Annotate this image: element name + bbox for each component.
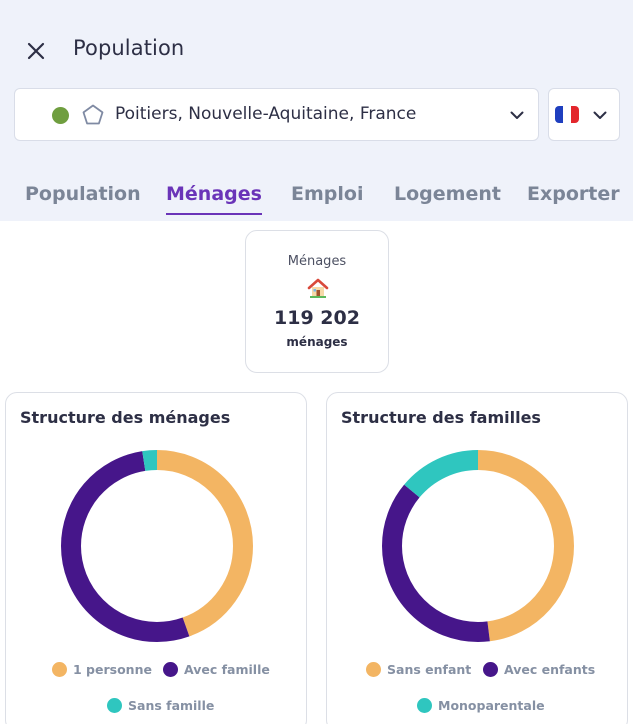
chevron-down-icon	[510, 111, 524, 119]
household-structure-card: Structure des ménages 1 personne Avec fa…	[5, 392, 307, 724]
legend-item-sans-enfant[interactable]: Sans enfant	[366, 662, 471, 677]
legend-label: Sans famille	[128, 698, 215, 713]
slice-sans-famille[interactable]	[61, 450, 253, 642]
location-text: Poitiers, Nouvelle-Aquitaine, France	[115, 104, 417, 124]
kpi-unit: ménages	[286, 335, 348, 349]
polygon-icon	[82, 104, 104, 125]
legend-item-avec-enfants[interactable]: Avec enfants	[483, 662, 595, 677]
legend-dot	[366, 662, 381, 677]
close-button[interactable]	[22, 37, 50, 65]
status-dot	[52, 107, 69, 124]
legend-dot	[52, 662, 67, 677]
legend-item-monoparentale[interactable]: Monoparentale	[417, 698, 545, 713]
close-icon	[27, 42, 45, 60]
tab-emploi[interactable]: Emploi	[291, 183, 364, 205]
legend-item-sans-famille[interactable]: Sans famille	[107, 698, 214, 713]
household-donut-chart	[61, 450, 253, 642]
language-select[interactable]	[548, 88, 620, 141]
slice-avec-enfants[interactable]	[382, 450, 574, 642]
chart-title: Structure des ménages	[20, 408, 231, 427]
page-title: Population	[73, 36, 185, 60]
house-icon	[307, 278, 329, 298]
legend-label: Avec enfants	[504, 662, 596, 677]
tab-menages[interactable]: Ménages	[166, 183, 262, 215]
tab-population[interactable]: Population	[25, 183, 141, 205]
chevron-down-icon	[593, 111, 607, 119]
slice-monoparentale[interactable]	[382, 450, 574, 642]
households-kpi-card: Ménages 119 202 ménages	[245, 230, 389, 373]
family-donut-chart	[382, 450, 574, 642]
kpi-label: Ménages	[287, 254, 347, 269]
legend-dot	[163, 662, 178, 677]
legend-dot	[417, 698, 432, 713]
location-select[interactable]: Poitiers, Nouvelle-Aquitaine, France	[14, 88, 539, 141]
legend-label: Monoparentale	[438, 698, 545, 713]
legend-item-1-personne[interactable]: 1 personne	[52, 662, 152, 677]
legend-label: Avec famille	[184, 662, 270, 677]
legend-dot	[483, 662, 498, 677]
legend-item-avec-famille[interactable]: Avec famille	[163, 662, 270, 677]
tab-bar: Population Ménages Emploi Logement Expor…	[0, 183, 633, 221]
tab-exporter[interactable]: Exporter	[527, 183, 620, 205]
header-panel: Population Poitiers, Nouvelle-Aquitaine,…	[0, 0, 633, 221]
french-flag-icon	[555, 106, 579, 123]
legend-label: Sans enfant	[387, 662, 472, 677]
kpi-value: 119 202	[274, 307, 360, 329]
family-structure-card: Structure des familles Sans enfant Avec …	[326, 392, 628, 724]
chart-title: Structure des familles	[341, 408, 541, 427]
tab-logement[interactable]: Logement	[394, 183, 501, 205]
slice-avec-famille[interactable]	[61, 450, 253, 642]
legend-dot	[107, 698, 122, 713]
legend-label: 1 personne	[73, 662, 152, 677]
